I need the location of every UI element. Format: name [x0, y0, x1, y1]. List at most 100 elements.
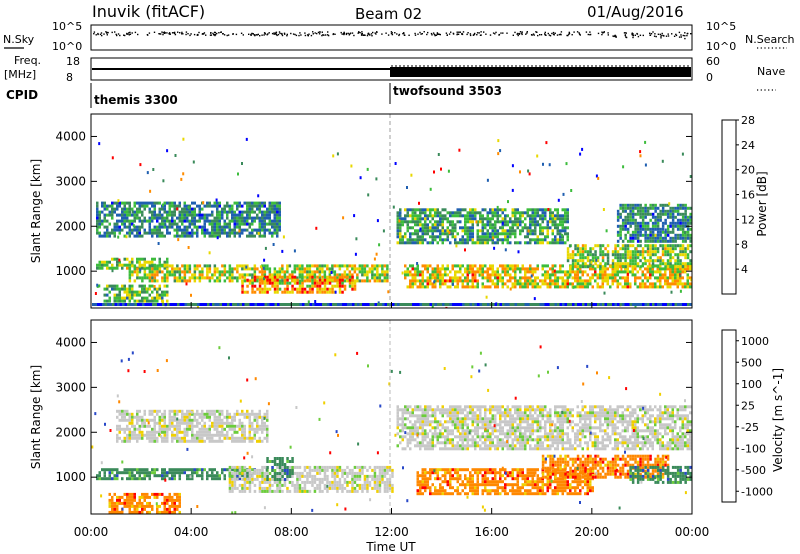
heatmap-cell [361, 273, 364, 277]
heatmap-cell [143, 284, 146, 288]
heatmap-cell [406, 226, 409, 230]
heatmap-cell [298, 273, 302, 277]
heatmap-cell [566, 235, 569, 239]
heatmap-cell [131, 471, 134, 475]
heatmap-cell [681, 250, 685, 254]
heatmap-cell [311, 273, 314, 277]
heatmap-cell [451, 226, 454, 230]
heatmap-cell [546, 229, 549, 233]
heatmap-cell [136, 228, 139, 232]
heatmap-cell [356, 273, 359, 277]
heatmap-cell [98, 142, 101, 146]
heatmap-cell [534, 223, 537, 227]
heatmap-cell [216, 228, 219, 232]
heatmap-cell [426, 241, 429, 245]
heatmap-cell [486, 217, 489, 221]
heatmap-cell [549, 208, 552, 212]
heatmap-cell [373, 273, 377, 277]
heatmap-cell [631, 256, 635, 260]
heatmap-cell [166, 427, 169, 431]
heatmap-cell [138, 204, 141, 208]
heatmap-cell [118, 424, 121, 428]
heatmap-cell [123, 427, 126, 431]
heatmap-cell [116, 477, 119, 481]
heatmap-cell [392, 205, 395, 209]
heatmap-cell [125, 235, 128, 239]
heatmap-cell [641, 250, 645, 254]
heatmap-cell [431, 232, 434, 236]
heatmap-cell [137, 303, 140, 306]
heatmap-cell [136, 433, 139, 437]
heatmap-cell [261, 213, 264, 217]
heatmap-cell [131, 257, 134, 261]
heatmap-cell [626, 206, 630, 210]
heatmap-cell [111, 210, 114, 214]
heatmap-cell [223, 273, 227, 277]
heatmap-cell [131, 273, 134, 277]
heatmap-cell [176, 234, 179, 238]
freq-label: Freq. [14, 54, 41, 67]
heatmap-cell [429, 208, 432, 212]
heatmap-cell [146, 436, 149, 440]
heatmap-cell [656, 239, 660, 243]
heatmap-cell [178, 421, 181, 425]
heatmap-cell [431, 208, 434, 212]
heatmap-cell [684, 218, 687, 222]
heatmap-cell [163, 415, 166, 419]
heatmap-cell [561, 208, 564, 212]
heatmap-cell [244, 303, 247, 306]
heatmap-cell [116, 287, 119, 291]
heatmap-cell [171, 415, 174, 419]
heatmap-cell [233, 276, 237, 280]
heatmap-cell [171, 424, 174, 428]
heatmap-cell [133, 427, 136, 431]
nsky-dot [111, 31, 113, 34]
nsky-dot [227, 34, 230, 36]
nsky-dot [387, 34, 390, 36]
nsky-dot [391, 33, 394, 36]
heatmap-cell [404, 241, 407, 245]
heatmap-cell [446, 238, 449, 242]
heatmap-cell [178, 439, 181, 443]
heatmap-cell [303, 267, 307, 271]
heatmap-cell [486, 238, 489, 242]
heatmap-cell [251, 427, 254, 431]
nsky-dot [566, 34, 568, 37]
heatmap-cell [251, 207, 254, 211]
heatmap-cell [319, 303, 322, 306]
heatmap-cell [188, 222, 191, 226]
heatmap-cell [159, 303, 162, 306]
heatmap-cell [173, 213, 176, 217]
heatmap-cell [123, 296, 126, 300]
heatmap-cell [378, 264, 382, 268]
heatmap-cell [594, 256, 597, 260]
heatmap-cell [181, 471, 184, 475]
heatmap-cell [481, 282, 484, 286]
heatmap-cell [576, 279, 579, 283]
heatmap-cell [97, 303, 100, 306]
heatmap-cell [614, 265, 617, 269]
heatmap-cell [689, 218, 692, 222]
heatmap-cell [641, 227, 645, 231]
heatmap-cell [226, 412, 229, 416]
nsky-dot [253, 34, 255, 36]
heatmap-cell [293, 267, 297, 271]
heatmap-cell [644, 206, 647, 210]
heatmap-cell [434, 226, 437, 230]
heatmap-cell [656, 270, 659, 274]
heatmap-cell [431, 214, 434, 218]
heatmap-cell [198, 264, 202, 268]
heatmap-cell [248, 412, 251, 416]
heatmap-cell [306, 278, 309, 282]
heatmap-cell [201, 433, 204, 437]
heatmap-cell [168, 468, 171, 472]
nsky-dot [166, 32, 168, 34]
heatmap-cell [163, 207, 166, 211]
heatmap-cell [481, 270, 484, 274]
heatmap-cell [544, 214, 547, 218]
nsky-dot [174, 33, 177, 36]
nsky-dot [357, 32, 359, 34]
heatmap-cell [464, 220, 467, 224]
heatmap-cell [399, 238, 402, 242]
heatmap-cell [684, 206, 687, 210]
